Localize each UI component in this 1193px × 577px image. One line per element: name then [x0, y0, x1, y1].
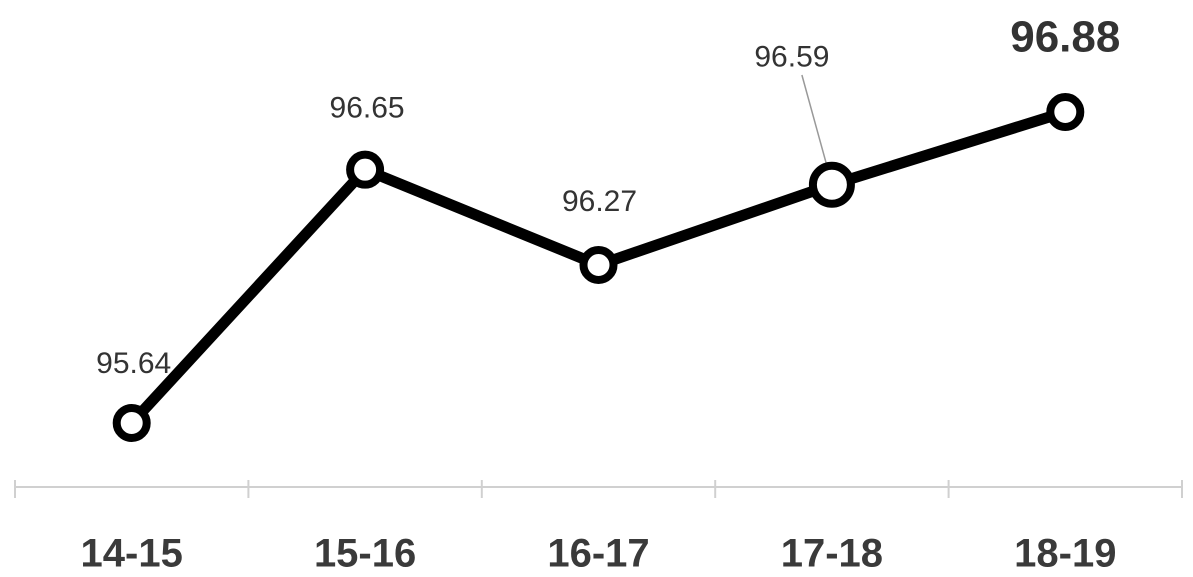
- data-label: 95.64: [96, 347, 171, 380]
- point: [346, 150, 385, 189]
- point: [808, 161, 855, 208]
- data-label: 96.59: [754, 41, 829, 74]
- x-tick-label: 14-15: [81, 532, 183, 576]
- x-tick-label: 15-16: [314, 532, 416, 576]
- point: [112, 404, 151, 442]
- x-tick-label: 17-18: [781, 532, 883, 576]
- data-label: 96.88: [1010, 13, 1120, 62]
- x-tick-label: 16-17: [547, 532, 649, 576]
- point: [1046, 93, 1085, 131]
- data-label: 96.27: [562, 185, 637, 218]
- data-label: 96.65: [330, 92, 405, 125]
- leader-line: [801, 74, 831, 177]
- point: [579, 245, 618, 284]
- x-tick-label: 18-19: [1014, 532, 1116, 576]
